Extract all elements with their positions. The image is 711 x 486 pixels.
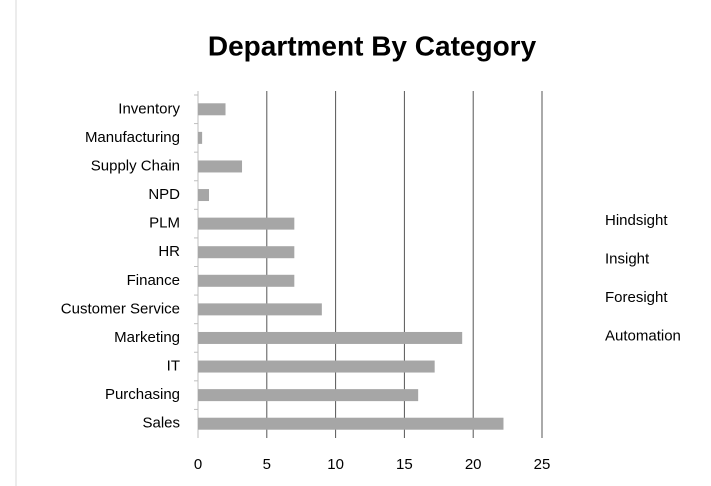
bar (198, 217, 295, 230)
bar (198, 103, 226, 116)
y-tick-label: IT (167, 358, 180, 375)
y-tick-label: Manufacturing (85, 129, 180, 146)
y-tick-label: Finance (127, 272, 180, 289)
y-tick-label: NPD (148, 186, 180, 203)
legend-entry: Hindsight (605, 212, 668, 229)
legend-entry: Insight (605, 250, 650, 267)
bar (198, 331, 463, 344)
y-tick-label: Supply Chain (91, 157, 180, 174)
bar (198, 189, 210, 202)
y-tick-label: Purchasing (105, 386, 180, 403)
legend-entry: Automation (605, 327, 681, 344)
bar (198, 360, 435, 373)
bar (198, 246, 295, 259)
bar (198, 417, 504, 430)
chart-title: Department By Category (208, 30, 537, 61)
y-tick-label: Inventory (118, 100, 180, 117)
bar (198, 389, 419, 402)
y-tick-label: Sales (142, 415, 180, 432)
x-tick-label: 10 (327, 456, 344, 473)
bar (198, 131, 203, 144)
bar (198, 274, 295, 287)
y-tick-label: HR (158, 243, 180, 260)
x-tick-label: 20 (465, 456, 482, 473)
y-tick-label: PLM (149, 215, 180, 232)
bar (198, 303, 322, 316)
legend-entry: Foresight (605, 289, 668, 306)
y-tick-label: Customer Service (61, 300, 180, 317)
x-tick-label: 5 (263, 456, 271, 473)
bar (198, 160, 243, 173)
x-tick-label: 25 (534, 456, 551, 473)
x-tick-label: 15 (396, 456, 413, 473)
x-tick-label: 0 (194, 456, 202, 473)
y-tick-label: Marketing (114, 329, 180, 346)
